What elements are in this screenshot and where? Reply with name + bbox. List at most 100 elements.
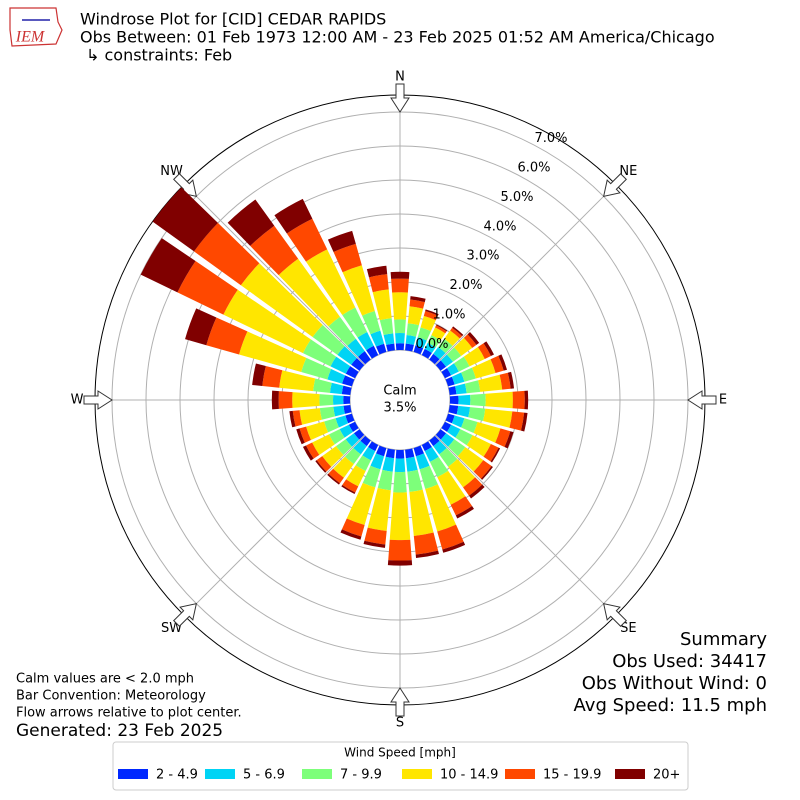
legend-label: 15 - 19.9 (543, 768, 601, 783)
logo-outline (9, 7, 63, 47)
bar-segment (353, 440, 367, 455)
legend-swatch (615, 769, 645, 779)
bar-segment (336, 439, 352, 456)
bar-segment (271, 390, 279, 410)
bar-segment (409, 299, 425, 309)
bar-segment (441, 368, 452, 379)
legend-label: 2 - 4.9 (156, 768, 198, 783)
bar-segment (362, 310, 381, 335)
bar-segment (394, 319, 406, 334)
bar-segment (240, 263, 323, 337)
bar-segment (455, 429, 473, 446)
r-tick-label: 1.0% (432, 308, 465, 323)
legend-swatch (205, 769, 235, 779)
compass-label: SE (620, 621, 636, 636)
bar-segment (421, 348, 432, 359)
bar-segment (425, 309, 439, 316)
bar-segment (289, 410, 296, 428)
bar-segment (467, 331, 480, 345)
calm-value: 3.5% (383, 401, 416, 416)
bar-segment (306, 442, 320, 459)
bar-segment (362, 446, 376, 461)
bar-segment (391, 278, 409, 293)
bar-segment (455, 383, 467, 395)
bar-segment (376, 445, 387, 457)
bar-segment (345, 413, 355, 424)
bar-segment (452, 326, 464, 337)
bar-segment (409, 489, 434, 537)
bar-segment (424, 446, 439, 462)
bar-segment (395, 333, 405, 344)
bar-segment (413, 445, 424, 457)
bar-segment (390, 271, 410, 279)
flow-arrow (83, 390, 113, 410)
bar-segment (451, 415, 465, 428)
bar-segment (339, 424, 354, 438)
bar-segment (457, 447, 484, 472)
flow-arrow-shape (390, 83, 410, 113)
bar-segment (274, 198, 313, 234)
bar-segment (366, 265, 388, 278)
bar-segment (499, 372, 511, 390)
bar-segment (342, 479, 359, 493)
flow-arrow-shape (83, 390, 113, 410)
bar-segment (415, 453, 430, 470)
bar-segment (286, 218, 328, 262)
bar-segment (485, 391, 513, 409)
flow-arrow-shape (687, 390, 717, 410)
r-tick-label: 4.0% (483, 219, 516, 234)
bar-segment (299, 408, 322, 425)
logo: IEM (9, 7, 63, 47)
bar-segment (388, 539, 412, 561)
note: Flow arrows relative to plot center. (16, 706, 242, 721)
bar-segment (424, 342, 436, 354)
bar-segment (394, 458, 406, 473)
bar-segment (512, 390, 525, 410)
bar-segment (327, 473, 340, 485)
r-tick-label: 2.0% (449, 278, 482, 293)
bar-segment (463, 477, 483, 496)
bar-segment (344, 448, 361, 464)
note: Bar Convention: Meteorology (16, 689, 206, 704)
bar-segment (435, 360, 447, 371)
bar-segment (469, 484, 485, 499)
bar-segment (250, 225, 299, 276)
bar-segment (313, 378, 332, 393)
bar-segment (429, 353, 440, 365)
bar-segment (347, 338, 365, 357)
compass-label: W (71, 393, 84, 408)
bar-segment (327, 230, 356, 253)
bar-segment (341, 484, 356, 494)
grid-line (183, 435, 365, 617)
bar-segment (446, 347, 462, 362)
flow-arrow (390, 83, 410, 113)
legend-label: 7 - 9.9 (340, 768, 382, 783)
bar-segment (405, 456, 418, 472)
bar-segment (423, 310, 438, 321)
flow-arrow (602, 173, 627, 198)
r-tick-label: 6.0% (517, 160, 550, 175)
bar-segment (438, 338, 453, 354)
compass-label: NE (619, 164, 637, 179)
bar-segment (405, 343, 414, 352)
bar-segment (473, 421, 501, 443)
bar-segment (328, 429, 345, 445)
bar-segment (410, 296, 426, 303)
bar-segment (454, 337, 473, 356)
bar-segment (456, 405, 471, 418)
logo-text: IEM (15, 29, 46, 46)
grid-line (183, 183, 365, 365)
bar-segment (306, 421, 329, 441)
constraints: ↳ constraints: Feb (86, 46, 232, 65)
bar-segment (461, 418, 478, 434)
bar-segment (446, 363, 459, 376)
bar-segment (473, 460, 492, 479)
bar-segment (429, 456, 449, 478)
bar-segment (466, 435, 491, 457)
legend-swatch (118, 769, 148, 779)
bar-segment (322, 446, 344, 467)
compass-label: N (395, 70, 405, 85)
bar-segment (448, 386, 457, 395)
bar-segment (333, 405, 345, 417)
